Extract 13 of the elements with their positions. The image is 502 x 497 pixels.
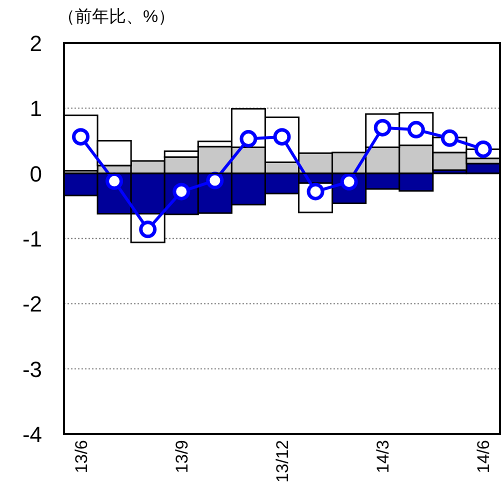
x-tick-label: 13/12 xyxy=(273,440,292,483)
y-tick-label: 0 xyxy=(30,161,42,186)
x-tick-label: 13/9 xyxy=(172,440,192,474)
y-tick-label: 1 xyxy=(30,96,42,122)
y-tick-label: -1 xyxy=(22,226,42,252)
x-tick-label: 13/6 xyxy=(72,440,91,474)
x-tick-label: 14/3 xyxy=(374,440,393,474)
x-tick-label: 14/6 xyxy=(474,440,494,474)
y-tick-label: -4 xyxy=(22,422,42,447)
y-tick-label: 2 xyxy=(30,31,42,56)
y-axis-title: （前年比、%） xyxy=(58,7,176,26)
y-tick-label: -2 xyxy=(22,292,42,317)
y-tick-label: -3 xyxy=(22,356,42,382)
